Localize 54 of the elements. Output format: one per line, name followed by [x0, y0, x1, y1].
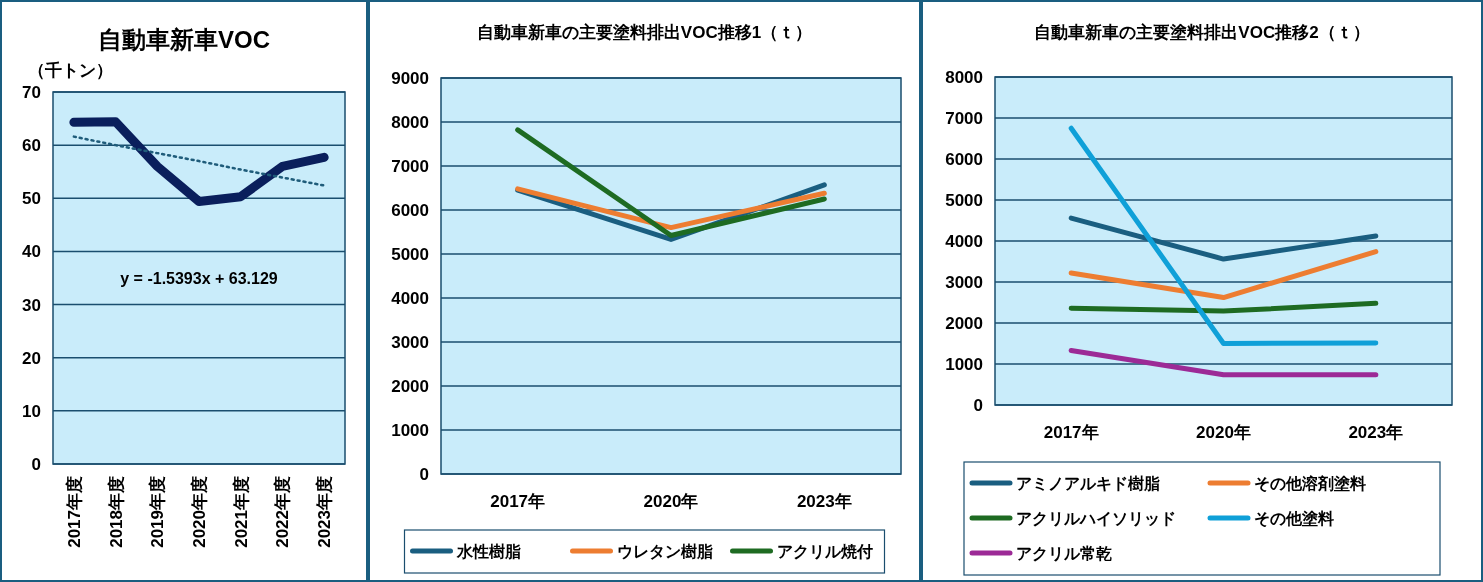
y-tick-label: 6000: [945, 150, 983, 169]
y-tick-label: 20: [22, 348, 41, 368]
line-series: [72, 135, 326, 187]
x-tick-label: 2017年: [1043, 423, 1099, 442]
y-tick-label: 9000: [391, 69, 429, 88]
y-tick-label: 60: [22, 136, 41, 156]
x-tick-label: 2020年: [643, 492, 699, 511]
y-tick-label: 10: [22, 401, 41, 421]
legend-label: アミノアルキド樹脂: [1016, 475, 1160, 492]
x-tick-label: 2022年度: [273, 476, 293, 548]
x-tick-label: 2017年: [490, 492, 546, 511]
x-tick-label: 2019年度: [148, 476, 168, 548]
chart-title: 自動車新車VOC: [97, 26, 271, 53]
y-tick-label: 8000: [391, 113, 429, 132]
y-tick-label: 0: [419, 465, 429, 484]
legend-label: 水性樹脂: [455, 543, 521, 560]
legend-label: アクリル常乾: [1016, 545, 1112, 562]
y-tick-label: 7000: [945, 109, 983, 128]
x-tick-label: 2021年度: [231, 476, 251, 548]
x-tick-label: 2023年度: [315, 476, 335, 548]
y-tick-label: 6000: [391, 201, 429, 220]
y-tick-label: 4000: [391, 289, 429, 308]
y-tick-label: 3000: [391, 333, 429, 352]
chart-title: 自動車新車の主要塗料排出VOC推移2（ｔ）: [1034, 23, 1370, 42]
y-tick-label: 50: [22, 189, 41, 209]
x-tick-label: 2023年: [796, 492, 852, 511]
y-tick-label: 5000: [945, 191, 983, 210]
x-tick-label: 2017年度: [64, 476, 84, 548]
y-tick-label: 2000: [945, 314, 983, 333]
y-tick-label: 5000: [391, 245, 429, 264]
y-tick-label: 8000: [945, 68, 983, 87]
x-tick-label: 2020年度: [190, 476, 209, 548]
y-tick-label: 1000: [391, 421, 429, 440]
legend-label: その他溶剤塗料: [1254, 474, 1366, 493]
y-tick-label: 7000: [391, 157, 429, 176]
x-tick-label: 2018年度: [106, 476, 126, 548]
y-tick-label: 40: [22, 242, 41, 262]
y-tick-label: 1000: [945, 355, 983, 374]
y-tick-label: 0: [973, 396, 983, 415]
y-axis-title: （千トン）: [28, 61, 113, 80]
legend-label: アクリル焼付: [776, 543, 873, 560]
legend-label: ウレタン樹脂: [616, 543, 713, 560]
y-tick-label: 3000: [945, 273, 983, 292]
chart-title: 自動車新車の主要塗料排出VOC推移1（ｔ）: [476, 23, 813, 42]
legend-label: アクリルハイソリッド: [1016, 510, 1176, 527]
y-tick-label: 70: [22, 83, 41, 102]
annotation: y = -1.5393x + 63.129: [120, 270, 278, 287]
legend-label: その他塗料: [1254, 510, 1334, 528]
y-tick-label: 0: [31, 455, 41, 474]
y-tick-label: 4000: [945, 232, 983, 251]
y-tick-label: 2000: [391, 377, 429, 396]
x-tick-label: 2023年: [1348, 423, 1404, 442]
y-tick-label: 30: [22, 295, 41, 315]
x-tick-label: 2020年: [1196, 423, 1251, 442]
